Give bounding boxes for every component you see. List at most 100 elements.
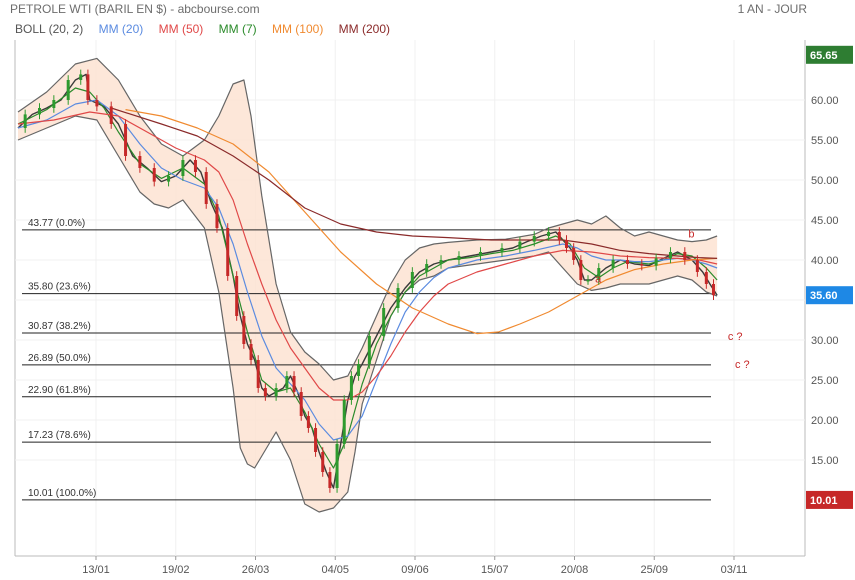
fib-label: 35.80 (23.6%): [28, 282, 91, 293]
candle-body: [695, 260, 699, 272]
chart-period: 1 AN - JOUR: [737, 2, 807, 16]
candle-body: [711, 284, 715, 296]
y-tick-label: 60.00: [811, 95, 839, 107]
candle-body: [335, 444, 339, 488]
wave-annotation: c ?: [728, 331, 743, 343]
candle-body: [152, 168, 156, 182]
series-mm-20-: [17, 99, 718, 441]
bollinger-band-fill: [18, 58, 718, 513]
legend: BOLL (20, 2) MM (20) MM (50) MM (7) MM (…: [15, 22, 402, 36]
candle-body: [668, 252, 672, 259]
candle-body: [500, 248, 504, 252]
price-badge: [806, 490, 853, 509]
candle-body: [557, 232, 561, 240]
candle-body: [565, 240, 569, 248]
candle-body: [572, 248, 576, 260]
y-tick-label: 45.00: [811, 215, 839, 227]
legend-item-mm200[interactable]: MM (200): [338, 22, 391, 36]
candle-body: [349, 376, 353, 400]
legend-item-mm50[interactable]: MM (50): [158, 22, 204, 36]
y-tick-label: 25.00: [811, 375, 839, 387]
wave-annotation: a: [595, 273, 602, 285]
legend-item-mm7[interactable]: MM (7): [218, 22, 257, 36]
price-badge-label: 35.60: [810, 290, 838, 302]
candle-body: [683, 252, 687, 260]
fib-label: 17.23 (78.6%): [28, 430, 91, 441]
fib-label: 30.87 (38.2%): [28, 321, 91, 332]
candle-body: [547, 232, 551, 236]
candle-body: [79, 74, 83, 80]
candle-body: [274, 388, 278, 396]
series-bollinger-lower: [17, 115, 718, 513]
candle-body: [586, 280, 590, 282]
series-mm-50-: [17, 111, 718, 401]
candle-body: [23, 114, 27, 128]
wave-annotation: c ?: [735, 359, 750, 371]
candle-body: [382, 308, 386, 336]
legend-item-mm20[interactable]: MM (20): [98, 22, 144, 36]
candle-body: [181, 160, 185, 176]
candle-body: [204, 172, 208, 204]
x-tick-label: 04/05: [321, 564, 349, 576]
candle-body: [215, 204, 219, 228]
candle-body: [357, 364, 361, 376]
candle-body: [410, 272, 414, 288]
x-tick-label: 26/03: [242, 564, 270, 576]
fib-label: 43.77 (0.0%): [28, 218, 85, 229]
candle-body: [478, 252, 482, 256]
fib-label: 22.90 (61.8%): [28, 385, 91, 396]
price-badge-label: 65.65: [810, 50, 838, 62]
candle-body: [109, 106, 113, 124]
candle-body: [640, 264, 644, 266]
price-badge: [806, 45, 853, 64]
candle-body: [342, 400, 346, 444]
y-tick-label: 40.00: [811, 255, 839, 267]
candle-body: [306, 416, 310, 428]
candle-body: [193, 160, 197, 172]
candle-body: [704, 272, 708, 284]
candle-body: [518, 241, 522, 248]
series-mm-200-: [111, 107, 718, 259]
wave-annotation: b: [688, 229, 694, 241]
legend-item-boll[interactable]: BOLL (20, 2): [15, 22, 84, 36]
candle-body: [654, 258, 658, 266]
candle-body: [167, 176, 171, 182]
candle-body: [321, 452, 325, 472]
y-tick-label: 30.00: [811, 335, 839, 347]
legend-item-mm100[interactable]: MM (100): [271, 22, 324, 36]
candle-body: [367, 336, 371, 364]
candle-body: [532, 236, 536, 242]
fib-label: 26.89 (50.0%): [28, 353, 91, 364]
candle-body: [235, 276, 239, 316]
candle-body: [314, 428, 318, 452]
candle-body: [328, 472, 332, 488]
y-tick-label: 15.00: [811, 455, 839, 467]
candle-body: [425, 264, 429, 272]
x-tick-label: 13/01: [82, 564, 110, 576]
series-mm-100-: [125, 109, 718, 335]
candle-body: [439, 260, 443, 264]
y-tick-label: 20.00: [811, 415, 839, 427]
candle-body: [457, 256, 461, 260]
candle-body: [256, 360, 260, 388]
candle-body: [66, 80, 70, 100]
candle-body: [86, 74, 90, 100]
candle-body: [625, 260, 629, 264]
chart-title: PETROLE WTI (BARIL EN $) - abcbourse.com: [10, 2, 260, 16]
candle-body: [95, 100, 99, 107]
candle-body: [299, 392, 303, 416]
candle-body: [249, 344, 253, 360]
candle-body: [396, 288, 400, 308]
candle-body: [138, 156, 142, 168]
x-tick-label: 25/09: [640, 564, 668, 576]
x-tick-label: 03/11: [721, 564, 748, 576]
candle-body: [242, 316, 246, 344]
candle-body: [611, 260, 615, 268]
y-tick-label: 55.00: [811, 135, 839, 147]
candle-body: [226, 228, 230, 276]
candle-body: [579, 260, 583, 280]
x-tick-label: 19/02: [162, 564, 190, 576]
y-tick-label: 50.00: [811, 175, 839, 187]
candle-body: [597, 268, 601, 280]
